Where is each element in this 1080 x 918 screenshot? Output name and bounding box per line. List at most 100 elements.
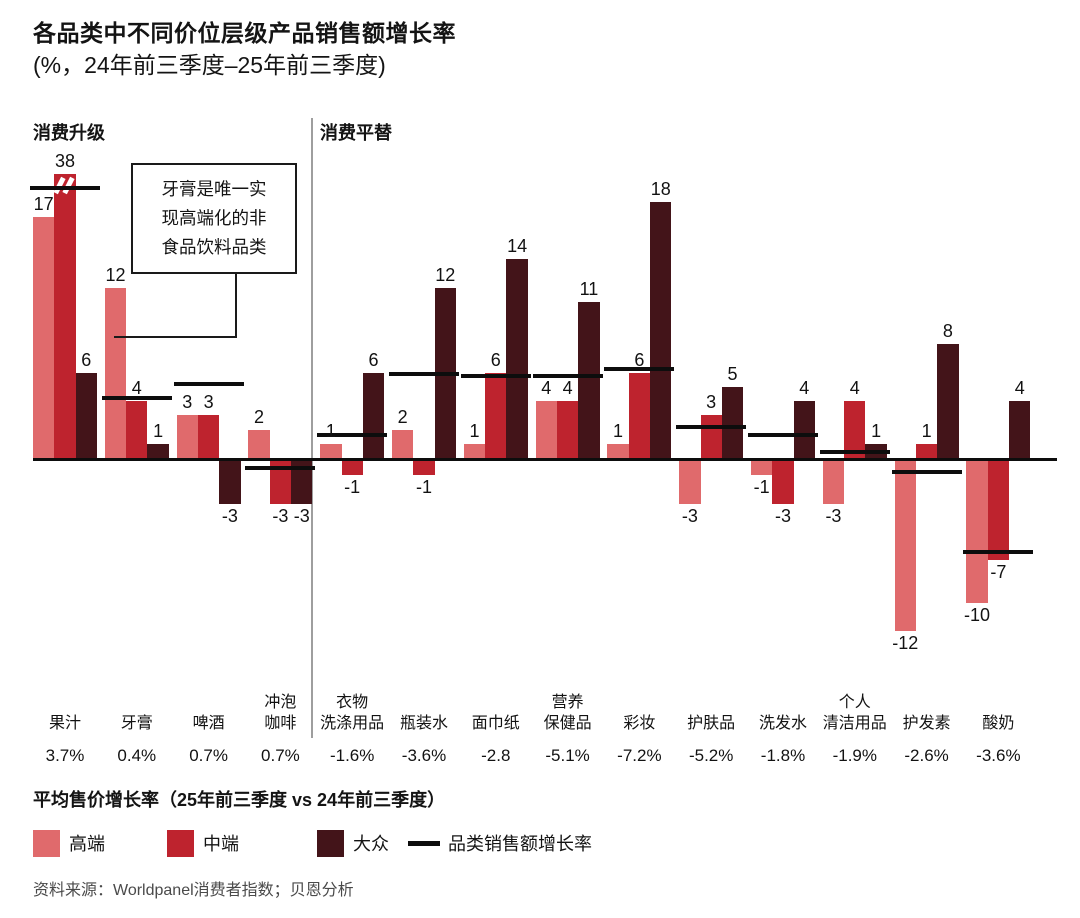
bar-value-label: -3: [293, 505, 310, 526]
legend-item-high: 高端: [33, 829, 105, 857]
price-change-label: -5.2%: [688, 746, 734, 765]
bar-mass: [291, 461, 313, 504]
bar-value-label: 4: [799, 378, 810, 399]
category-name-label: 营养 保健品: [543, 694, 592, 732]
bar-mid: [269, 461, 292, 504]
price-change-label: -2.6%: [904, 746, 949, 765]
annotation-connector-horizontal: [114, 336, 237, 338]
legend-item-mid: 中端: [167, 829, 239, 857]
category-name-label: 啤酒: [192, 715, 225, 732]
bar-high: [822, 461, 845, 504]
bar-high: [104, 287, 127, 458]
legend-label-mid: 中端: [203, 834, 239, 854]
price-change-label: -2.8: [481, 746, 511, 765]
category-name-label: 彩妆: [623, 715, 656, 732]
annotation-line: 牙膏是唯一实: [161, 179, 267, 199]
category-growth-line: [604, 366, 675, 371]
category-name-label: 牙膏: [120, 715, 153, 732]
bar-value-label: 6: [634, 349, 645, 370]
bar-value-label: 2: [397, 406, 408, 427]
bar-mid: [341, 461, 363, 476]
source-note: 资料来源：Worldpanel消费者指数；贝恩分析: [33, 882, 354, 899]
bar-mass: [219, 461, 241, 504]
category-growth-line: [317, 433, 388, 438]
bar-value-label: 3: [203, 392, 214, 413]
bar-mass: [721, 387, 744, 458]
bar-high: [176, 415, 198, 458]
bar-mid: [700, 415, 722, 458]
bar-value-label: 4: [541, 378, 552, 399]
category-name-label: 面巾纸: [471, 715, 520, 732]
bar-mid: [485, 372, 507, 458]
bar-value-label: 2: [254, 406, 265, 427]
price-change-label: -1.6%: [329, 746, 375, 765]
bar-value-label: 11: [579, 278, 599, 299]
category-name-label: 果汁: [48, 715, 81, 732]
legend-item-category-line: 品类销售额增长率: [408, 829, 592, 857]
legend-swatch-mid: [167, 829, 194, 857]
bar-value-label: -3: [774, 505, 791, 526]
annotation-line: 现高端化的非: [161, 208, 267, 228]
category-name-label: 护肤品: [687, 715, 736, 732]
category-growth-line: [30, 186, 100, 191]
category-name-label: 冲泡 咖啡: [264, 694, 297, 732]
price-change-label: 0.4%: [117, 746, 157, 765]
price-change-label: -1.8%: [760, 746, 806, 765]
bar-value-label: 18: [650, 179, 671, 200]
bar-mid: [772, 461, 794, 504]
legend-item-mass: 大众: [317, 829, 389, 857]
bar-high: [320, 443, 342, 458]
bar-mid: [628, 372, 651, 458]
category-name-label: 瓶装水: [399, 715, 448, 732]
price-change-label: -3.6%: [976, 746, 1021, 765]
price-change-label: 3.7%: [45, 746, 85, 765]
avg-price-row-header: 平均售价增长率（25年前三季度 vs 24年前三季度）: [33, 790, 446, 810]
bar-value-label: -7: [990, 562, 1007, 583]
bar-high: [535, 401, 557, 458]
bar-mid: [413, 461, 435, 476]
bar-value-label: -3: [825, 505, 842, 526]
category-growth-line: [460, 373, 531, 378]
category-name-label: 衣物 洗涤用品: [320, 694, 385, 732]
bar-mass: [147, 443, 169, 458]
section-label-substitute: 消费平替: [320, 123, 392, 143]
bar-high: [894, 461, 916, 632]
bar-high: [966, 461, 988, 603]
category-growth-line: [173, 382, 244, 387]
bar-value-label: 1: [613, 420, 624, 441]
bar-value-label: 1: [871, 420, 882, 441]
bar-value-label: 12: [435, 264, 456, 285]
bar-value-label: -3: [681, 505, 698, 526]
bar-high: [607, 443, 629, 458]
zero-axis-line: [33, 458, 1057, 461]
bar-mid: [126, 401, 148, 458]
bar-mass: [75, 372, 97, 458]
bar-high: [33, 216, 55, 458]
legend-swatch-mass: [317, 829, 344, 857]
legend-label-category-line: 品类销售额增长率: [448, 834, 592, 854]
section-divider-line: [311, 118, 313, 738]
bar-high: [463, 443, 486, 458]
bar-value-label: 4: [562, 378, 573, 399]
section-label-upgrade: 消费升级: [33, 123, 105, 143]
category-growth-line: [748, 433, 818, 438]
chart-subtitle: (%，24年前三季度–25年前三季度): [33, 52, 386, 78]
bar-value-label: 1: [325, 420, 336, 441]
bar-mass: [793, 401, 815, 458]
bar-value-label: 3: [706, 392, 717, 413]
bar-value-label: 4: [849, 378, 860, 399]
category-name-label: 酸奶: [982, 715, 1015, 732]
legend-swatch-high: [33, 829, 60, 857]
annotation-connector-vertical: [235, 274, 237, 338]
category-growth-line: [676, 424, 747, 429]
bar-value-label: 1: [153, 420, 164, 441]
bar-value-label: 5: [727, 364, 738, 384]
bar-value-label: 4: [131, 378, 142, 399]
bar-value-label: 1: [469, 420, 480, 441]
bar-value-label: 12: [105, 264, 126, 285]
bar-mass: [578, 301, 600, 458]
bar-value-label: 3: [182, 392, 193, 413]
bar-mass: [506, 259, 528, 458]
